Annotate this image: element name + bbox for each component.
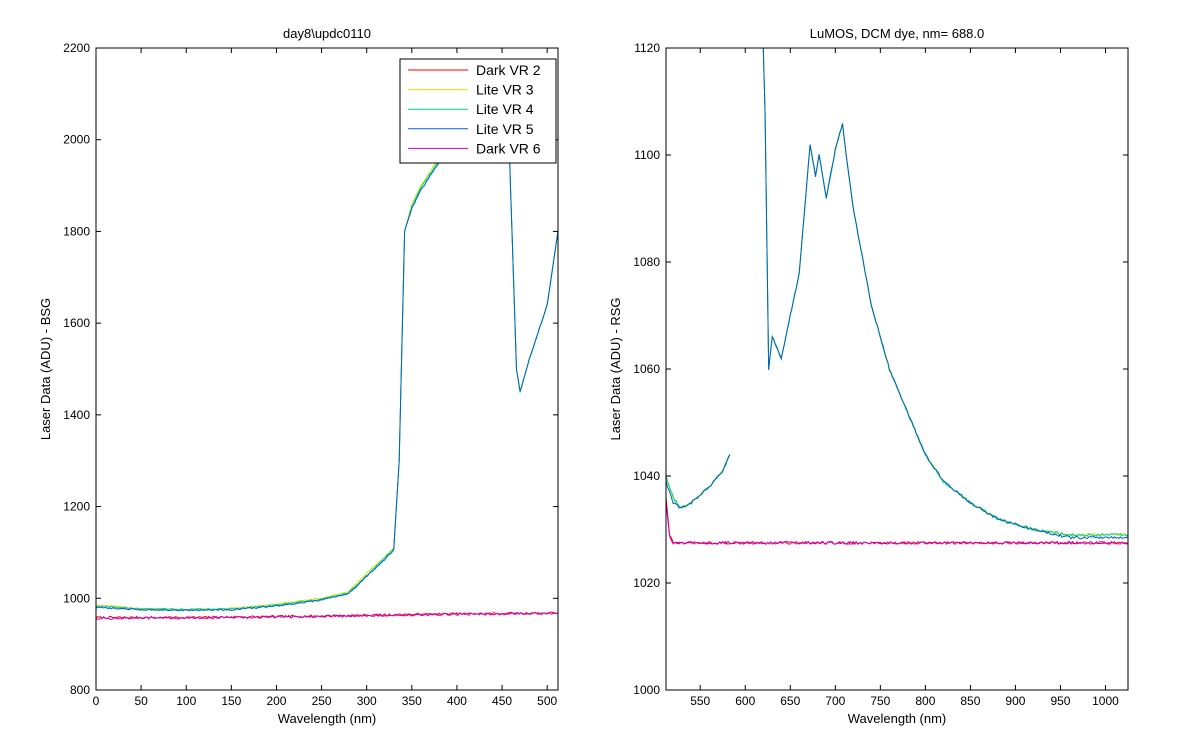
x-tick-label: 350 (402, 694, 422, 708)
x-tick-label: 400 (447, 694, 467, 708)
y-tick-label: 2000 (63, 133, 90, 147)
series-line-dark-vr-6 (96, 611, 558, 621)
series-line-lite-vr-5 (666, 454, 731, 509)
right-x-axis-label: Wavelength (nm) (848, 711, 947, 726)
legend-label: Dark VR 2 (476, 62, 541, 78)
left-chart-title: day8\updc0110 (283, 26, 371, 41)
y-tick-label: 1000 (633, 683, 660, 697)
x-tick-label: 250 (312, 694, 332, 708)
x-tick-label: 550 (690, 694, 710, 708)
right-plot-lines (666, 48, 1128, 546)
left-chart: 0 50 100 150 200 250 300 350 400 450 500 800 1000 120… (38, 26, 559, 726)
left-axes-frame (95, 47, 559, 691)
x-tick-label: 800 (915, 694, 935, 708)
legend: Dark VR 2 Lite VR 3 Lite VR 4 Lite VR 5 Dark… (399, 58, 557, 164)
x-tick-label: 100 (176, 694, 196, 708)
left-ticks: 0 50 100 150 200 250 300 350 400 450 500 800 1000 120… (63, 41, 558, 708)
legend-label: Lite VR 4 (476, 101, 534, 117)
y-tick-label: 1120 (634, 41, 660, 55)
legend-label: Dark VR 6 (476, 140, 541, 156)
right-y-axis-label: Laser Data (ADU) - RSG (608, 297, 623, 440)
x-tick-label: 700 (825, 694, 845, 708)
x-tick-label: 450 (492, 694, 512, 708)
left-x-axis-label: Wavelength (nm) (278, 711, 377, 726)
legend-box (399, 58, 557, 164)
series-line-dark-vr-6 (666, 501, 1128, 546)
y-tick-label: 800 (70, 683, 90, 697)
x-tick-label: 300 (357, 694, 377, 708)
y-tick-label: 1080 (633, 255, 660, 269)
legend-label: Lite VR 5 (476, 121, 534, 137)
y-tick-label: 2200 (63, 41, 90, 55)
left-y-axis-label: Laser Data (ADU) - BSG (38, 298, 53, 440)
x-tick-label: 50 (134, 694, 148, 708)
x-tick-label: 950 (1050, 694, 1070, 708)
x-tick-label: 1000 (1092, 694, 1119, 708)
y-tick-label: 1200 (63, 500, 90, 514)
x-tick-label: 850 (960, 694, 980, 708)
x-tick-label: 900 (1005, 694, 1025, 708)
y-tick-label: 1060 (633, 362, 660, 376)
x-tick-label: 200 (266, 694, 286, 708)
legend-label: Lite VR 3 (476, 82, 534, 98)
x-tick-label: 150 (221, 694, 241, 708)
x-tick-label: 0 (93, 694, 100, 708)
x-tick-label: 600 (735, 694, 755, 708)
y-tick-label: 1020 (633, 576, 660, 590)
y-tick-label: 1040 (633, 469, 660, 483)
right-axes-background (666, 48, 1128, 690)
x-tick-label: 500 (537, 694, 557, 708)
y-tick-label: 1600 (63, 316, 90, 330)
y-tick-label: 1100 (634, 148, 660, 162)
y-tick-label: 1400 (63, 408, 90, 422)
right-ticks: 550 600 650 700 750 800 850 900 950 1000 1000 1020 1… (633, 41, 1128, 708)
y-tick-label: 1800 (63, 224, 90, 238)
x-tick-label: 650 (780, 694, 800, 708)
series-line-lite-vr-5 (762, 48, 1128, 540)
x-tick-label: 750 (870, 694, 890, 708)
right-chart-title: LuMOS, DCM dye, nm= 688.0 (810, 26, 985, 41)
y-tick-label: 1000 (63, 591, 90, 605)
right-chart: 550 600 650 700 750 800 850 900 950 1000 1000 1020 1… (608, 26, 1129, 726)
